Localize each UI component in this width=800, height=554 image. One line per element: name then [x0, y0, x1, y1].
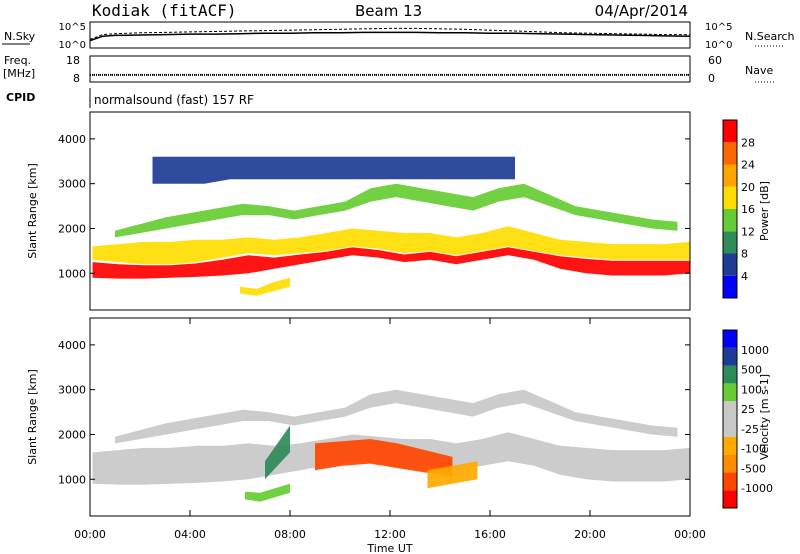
date-title: 04/Apr/2014	[595, 2, 688, 20]
freq-panel: Freq. [MHz] 18 8 60 0 Nave	[3, 54, 775, 85]
nsky-tick-bottom: 10^0	[59, 40, 86, 51]
velocity-region-5	[115, 389, 678, 444]
nsearch-series-line	[89, 27, 690, 40]
velocity-colorbar-swatch-6	[723, 383, 737, 402]
velocity-colorbar-tick-4: -25	[741, 423, 759, 436]
station-title: Kodiak (fitACF)	[92, 1, 237, 20]
nsearch-tick-top: 10^5	[705, 22, 732, 33]
velocity-colorbar-swatch-3	[723, 436, 737, 455]
velocity-colorbar-tick-3: 25	[741, 403, 755, 416]
velocity-region-4	[265, 425, 290, 480]
power-colorbar-swatch-7	[723, 120, 737, 143]
power-region-1	[92, 247, 690, 279]
velocity-colorbar-swatch-1	[723, 472, 737, 491]
power-colorbar-tick-1: 8	[741, 248, 748, 261]
power-region-0	[92, 226, 690, 265]
power-region-2	[240, 277, 290, 296]
nsearch-tick-bottom: 10^0	[705, 40, 732, 51]
nsearch-label: N.Search	[745, 30, 795, 43]
freq-frame	[89, 55, 691, 83]
cpid-label: CPID	[6, 91, 35, 104]
freq-tick-top: 18	[66, 54, 80, 67]
power-colorbar: 4 8 12 16 20 24 28	[722, 119, 755, 299]
velocity-colorbar-swatch-7	[723, 365, 737, 384]
velocity-yticks: 1000 2000 3000 4000	[58, 339, 690, 486]
velocity-colorbar-swatch-8	[723, 347, 737, 366]
velocity-colorbar-swatch-2	[723, 454, 737, 473]
power-yticks: 1000 2000 3000 4000	[58, 133, 690, 280]
time-tick-label-3: 12:00	[374, 528, 406, 541]
velocity-region-2	[427, 461, 478, 489]
velocity-colorbar-tick-1: 500	[741, 364, 762, 377]
velocity-colorbar-tick-6: -500	[741, 462, 766, 475]
power-ytick-label-2: 3000	[58, 178, 86, 191]
velocity-region-1	[315, 439, 453, 477]
velocity-colorbar-tick-5: -100	[741, 443, 766, 456]
power-regions	[92, 156, 690, 296]
power-ytick-label-3: 4000	[58, 133, 86, 146]
power-colorbar-label: Power [dB]	[758, 181, 771, 241]
nsky-series-line	[89, 31, 691, 42]
velocity-colorbar-tick-0: 1000	[741, 344, 769, 357]
nsky-tick-top: 10^5	[59, 22, 86, 33]
velocity-ytick-label-3: 4000	[58, 339, 86, 352]
time-tick-label-6: 00:00	[674, 528, 706, 541]
time-tick-label-2: 08:00	[274, 528, 306, 541]
power-ylabel: Slant Range [km]	[26, 163, 39, 259]
power-colorbar-swatch-6	[723, 142, 737, 165]
power-colorbar-tick-6: 28	[741, 136, 755, 149]
velocity-colorbar-frame	[722, 329, 738, 509]
power-region-3	[115, 183, 678, 238]
freq-unit-label: [MHz]	[3, 67, 35, 80]
time-axis-ticks: 00:00 04:00 08:00 12:00 16:00 20:00 00:00	[74, 318, 706, 541]
power-region-4	[152, 156, 515, 184]
power-colorbar-tick-0: 4	[741, 270, 748, 283]
power-colorbar-swatch-2	[723, 231, 737, 254]
velocity-ytick-label-2: 3000	[58, 384, 86, 397]
velocity-colorbar-swatch-0	[723, 490, 737, 508]
nave-tick-top: 60	[708, 54, 722, 67]
freq-label: Freq.	[4, 54, 31, 67]
beam-title: Beam 13	[355, 2, 422, 20]
nave-label: Nave	[745, 64, 773, 77]
power-colorbar-tick-4: 20	[741, 181, 755, 194]
power-ytick-label-1: 2000	[58, 222, 86, 235]
velocity-ytick-label-0: 1000	[58, 473, 86, 486]
time-tick-label-1: 04:00	[174, 528, 206, 541]
time-tick-label-4: 16:00	[474, 528, 506, 541]
cpid-text: normalsound (fast) 157 RF	[94, 93, 254, 107]
velocity-colorbar-swatch-5	[723, 401, 737, 419]
power-colorbar-frame	[722, 119, 738, 299]
nsky-label: N.Sky	[4, 30, 36, 43]
power-frame	[89, 111, 691, 311]
velocity-colorbar-label: Velocity [m s-1]	[758, 374, 771, 460]
power-colorbar-swatch-3	[723, 209, 737, 232]
velocity-colorbar-swatch-4	[723, 419, 737, 437]
velocity-region-3	[245, 483, 290, 502]
power-colorbar-tick-2: 12	[741, 225, 755, 238]
freq-tick-bottom: 8	[73, 72, 80, 85]
velocity-regions	[92, 389, 690, 502]
power-colorbar-swatch-4	[723, 186, 737, 209]
power-colorbar-swatch-1	[723, 253, 737, 276]
power-colorbar-swatch-5	[723, 164, 737, 187]
velocity-ylabel: Slant Range [km]	[26, 369, 39, 465]
nsky-panel: N.Sky 10^5 10^0 10^5 10^0 N.Search	[2, 21, 795, 51]
time-axis-label: Time UT	[366, 542, 412, 554]
power-colorbar-swatch-0	[723, 275, 737, 298]
velocity-colorbar-swatch-9	[723, 330, 737, 348]
power-panel: 1000 2000 3000 4000 Slant Range [km]	[26, 111, 691, 311]
velocity-colorbar-tick-2: 100	[741, 383, 762, 396]
velocity-colorbar-tick-7: -1000	[741, 482, 773, 495]
time-tick-label-5: 20:00	[574, 528, 606, 541]
time-tick-label-0: 00:00	[74, 528, 106, 541]
power-colorbar-tick-3: 16	[741, 203, 755, 216]
power-colorbar-tick-5: 24	[741, 159, 755, 172]
velocity-ytick-label-1: 2000	[58, 428, 86, 441]
nave-tick-bottom: 0	[708, 72, 715, 85]
power-ytick-label-0: 1000	[58, 267, 86, 280]
velocity-colorbar: 1000 500 100 25 -25 -100 -500 -1000	[722, 329, 773, 509]
